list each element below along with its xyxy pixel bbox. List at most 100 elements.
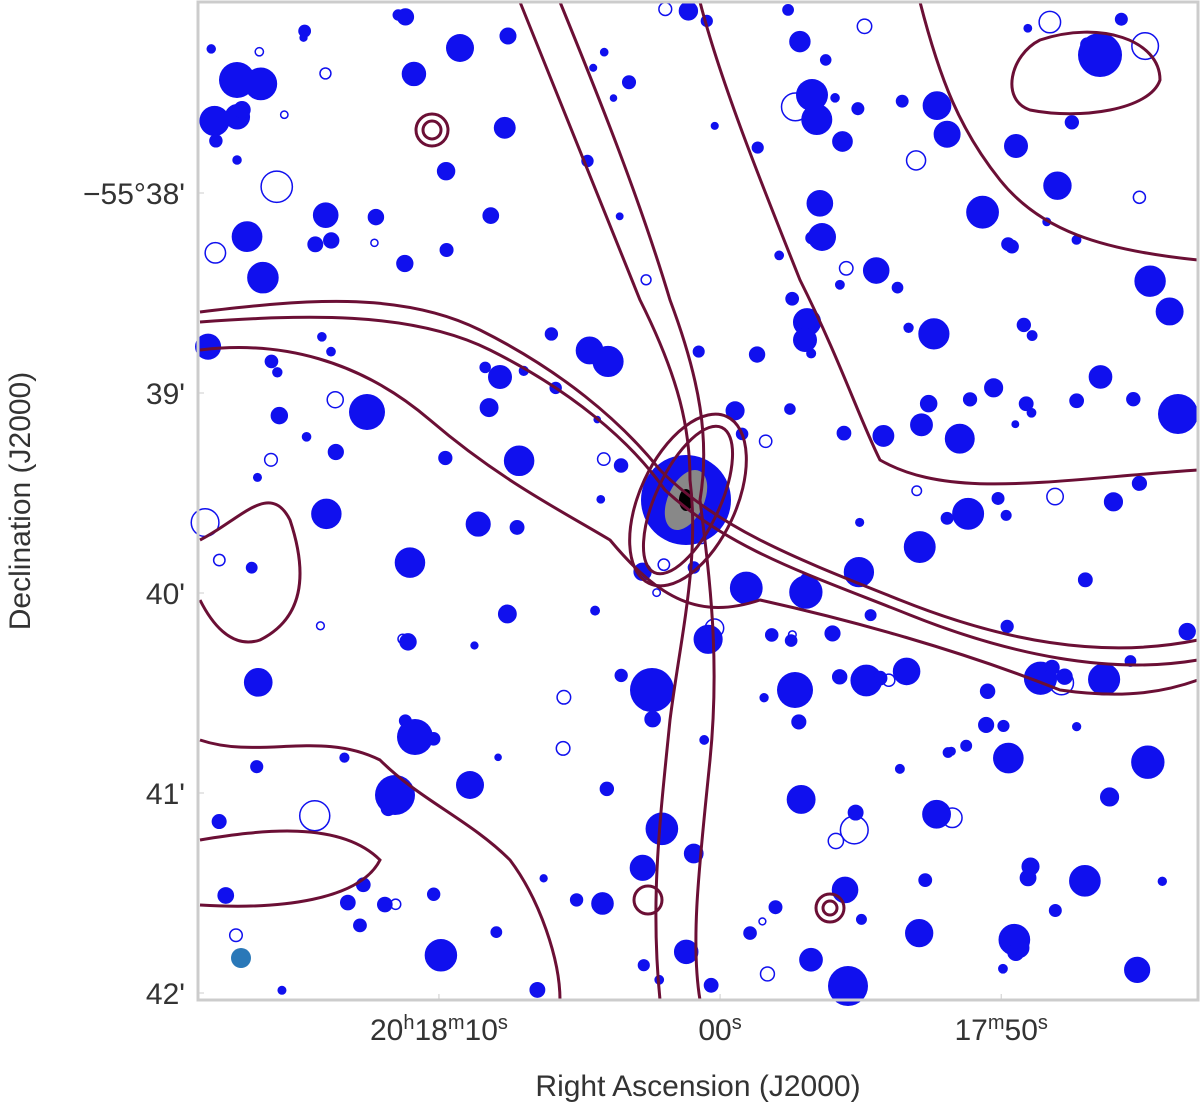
source: [764, 628, 779, 642]
source: [446, 34, 474, 62]
source: [264, 354, 279, 369]
source: [312, 202, 339, 229]
source: [490, 926, 503, 939]
beam: [231, 948, 251, 968]
source: [919, 394, 938, 413]
source: [683, 843, 704, 864]
source: [838, 260, 854, 276]
x-tick-label: 20h18m10s: [370, 1012, 508, 1047]
source: [786, 785, 816, 814]
source: [370, 238, 379, 248]
source: [630, 668, 674, 712]
source: [353, 918, 367, 933]
source: [401, 61, 427, 87]
source: [307, 236, 324, 253]
source: [590, 605, 601, 616]
source: [272, 367, 283, 378]
source: [966, 195, 999, 229]
source: [1023, 23, 1033, 33]
source: [394, 547, 426, 578]
source: [613, 458, 629, 473]
source: [640, 274, 652, 286]
source: [396, 8, 415, 26]
source: [933, 120, 961, 148]
source: [827, 832, 845, 850]
source: [644, 710, 661, 728]
source: [599, 47, 609, 57]
x-tick-label: 17m50s: [954, 1012, 1047, 1047]
source: [1131, 475, 1148, 491]
source: [311, 498, 342, 530]
source: [375, 775, 415, 815]
y-tick-label: 40': [146, 578, 185, 611]
source: [652, 588, 662, 598]
source: [1077, 572, 1093, 588]
source: [998, 963, 1008, 974]
source: [978, 716, 995, 734]
source: [1048, 904, 1062, 918]
source: [209, 134, 223, 148]
source: [298, 799, 331, 832]
source: [1132, 190, 1147, 205]
source: [903, 322, 914, 333]
source: [503, 445, 535, 477]
source: [589, 63, 598, 72]
source: [799, 947, 823, 972]
source: [1000, 509, 1012, 521]
source: [787, 630, 797, 640]
source: [1088, 365, 1113, 389]
source: [1131, 31, 1160, 61]
source: [482, 207, 500, 224]
source: [824, 625, 841, 642]
source: [864, 609, 877, 622]
source: [984, 378, 1004, 398]
source: [703, 977, 719, 993]
x-tick-label: 00s: [698, 1012, 741, 1047]
y-tick-label: −55°38': [83, 178, 185, 211]
source: [962, 392, 978, 407]
source: [918, 873, 933, 888]
source: [438, 450, 453, 466]
source: [1155, 297, 1184, 326]
source: [339, 752, 350, 763]
source: [831, 876, 859, 904]
source: [785, 291, 800, 306]
source: [397, 719, 433, 755]
source: [748, 346, 766, 363]
source: [1026, 330, 1038, 342]
source: [673, 939, 699, 965]
source: [1011, 420, 1020, 429]
x-axis-label: Right Ascension (J2000): [535, 1070, 860, 1103]
source: [1043, 171, 1072, 200]
source: [367, 208, 385, 226]
source: [693, 624, 723, 654]
source: [991, 491, 1005, 505]
source: [219, 62, 255, 98]
source: [569, 893, 584, 907]
source: [299, 33, 308, 42]
source: [941, 807, 963, 829]
source: [895, 94, 909, 108]
source: [247, 261, 279, 294]
source: [862, 257, 890, 284]
source: [339, 894, 356, 911]
source: [396, 254, 414, 273]
source: [270, 406, 289, 425]
source: [944, 423, 975, 454]
source: [204, 241, 227, 264]
frame: [196, 0, 1200, 1002]
source: [855, 517, 865, 527]
source: [836, 425, 852, 441]
source: [629, 854, 656, 881]
source: [1001, 237, 1015, 252]
source: [1126, 391, 1141, 407]
source: [692, 345, 705, 358]
y-axis-label: Declination (J2000): [4, 372, 37, 630]
source: [327, 443, 344, 461]
source: [217, 887, 235, 904]
source: [828, 966, 868, 1006]
source: [317, 332, 327, 342]
source: [911, 485, 923, 497]
source: [1019, 869, 1037, 887]
